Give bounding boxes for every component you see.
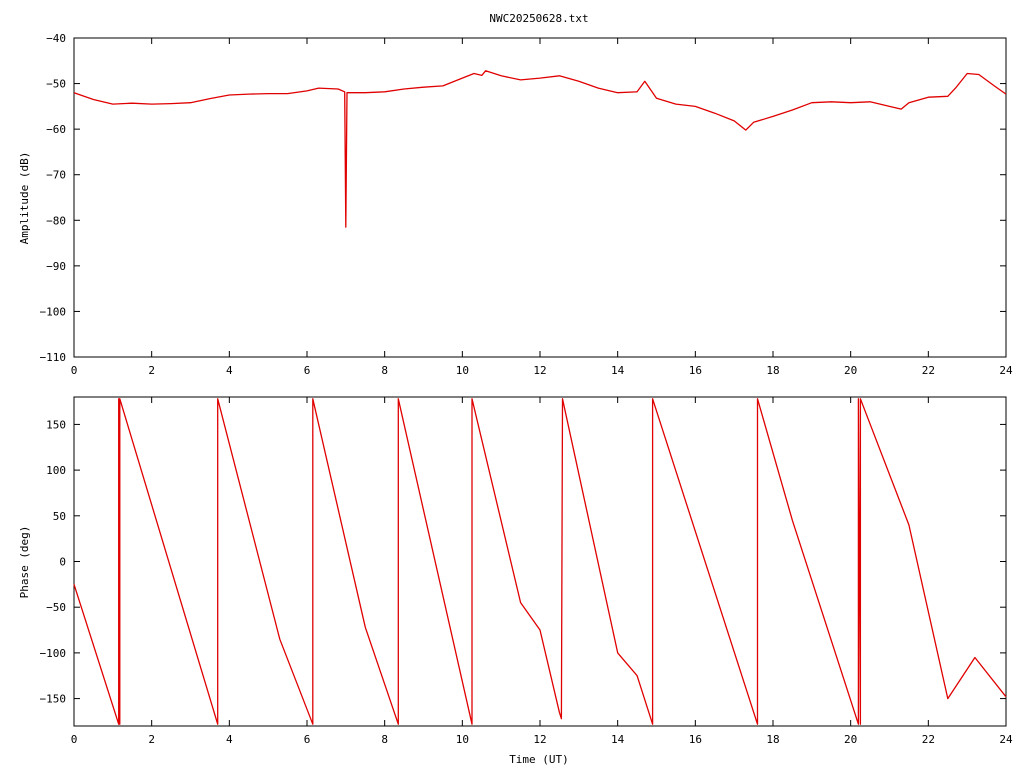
phase-x-tick-label: 14 [611,733,625,746]
phase-x-tick-label: 12 [533,733,546,746]
phase-x-tick-label: 18 [766,733,779,746]
amplitude-series-line [73,70,1007,228]
amplitude-x-tick-label: 2 [148,364,155,377]
phase-x-tick-label: 4 [226,733,233,746]
phase-panel: 0 2 4 6 8 10 12 14 16 18 20 22 24 −150−100−500501001… [18,396,1013,766]
amplitude-series-group [73,70,1007,228]
amplitude-x-tick-label: 14 [611,364,625,377]
phase-y-tick-label: 150 [46,418,66,431]
amplitude-y-tick-label: −90 [46,260,66,273]
amplitude-y-tick-label: −80 [46,214,66,227]
amplitude-x-tick-label: 8 [381,364,388,377]
amplitude-x-tick-label: 24 [999,364,1013,377]
chart-title: NWC20250628.txt [489,12,588,25]
phase-plot-frame [73,396,1007,727]
amplitude-y-ticks: −110 −100 −90 −80 −70 −60 −50 −40 [40,32,1006,364]
amplitude-x-tick-label: 4 [226,364,233,377]
phase-y-tick-label: −100 [40,647,67,660]
amplitude-y-axis-label: Amplitude (dB) [18,152,31,245]
amplitude-x-ticks: 0 2 4 6 8 10 12 14 16 18 20 22 24 [71,38,1013,377]
amplitude-x-tick-label: 0 [71,364,78,377]
phase-series-group [73,398,1007,725]
phase-series-line [73,398,1007,725]
amplitude-x-tick-label: 16 [689,364,702,377]
amplitude-y-tick-label: −50 [46,78,66,91]
phase-y-tick-label: 100 [46,464,66,477]
amplitude-x-tick-label: 18 [766,364,779,377]
amplitude-panel: 0 2 4 6 8 10 12 14 16 18 20 22 24 −110−100−90−80−70−… [18,32,1013,377]
phase-x-tick-label: 16 [689,733,702,746]
amplitude-y-tick-label: −70 [46,169,66,182]
phase-y-tick-label: 50 [53,510,66,523]
amplitude-y-tick-label: −110 [40,351,67,364]
amplitude-x-tick-label: 20 [844,364,857,377]
amplitude-y-tick-label: −40 [46,32,66,45]
amplitude-y-tick-label: −60 [46,123,66,136]
phase-x-tick-label: 6 [304,733,311,746]
amplitude-x-tick-label: 10 [456,364,469,377]
phase-x-tick-label: 22 [922,733,935,746]
amplitude-x-tick-label: 22 [922,364,935,377]
amplitude-x-tick-label: 6 [304,364,311,377]
phase-y-axis-label: Phase (deg) [18,526,31,599]
phase-y-tick-label: 0 [59,556,66,569]
phase-y-tick-label: −150 [40,693,67,706]
phase-x-tick-label: 24 [999,733,1013,746]
phase-x-axis-label: Time (UT) [509,753,569,766]
amplitude-x-tick-label: 12 [533,364,546,377]
amplitude-y-tick-label: −100 [40,305,67,318]
phase-x-tick-label: 20 [844,733,857,746]
phase-y-ticks: −150 −100 −50 0 50 100 150 [40,418,1006,706]
phase-x-tick-label: 2 [148,733,155,746]
phase-x-tick-label: 8 [381,733,388,746]
amplitude-plot-frame [73,37,1007,358]
phase-x-tick-label: 0 [71,733,78,746]
phase-x-tick-label: 10 [456,733,469,746]
phase-y-tick-label: −50 [46,601,66,614]
phase-x-ticks: 0 2 4 6 8 10 12 14 16 18 20 22 24 [71,397,1013,746]
